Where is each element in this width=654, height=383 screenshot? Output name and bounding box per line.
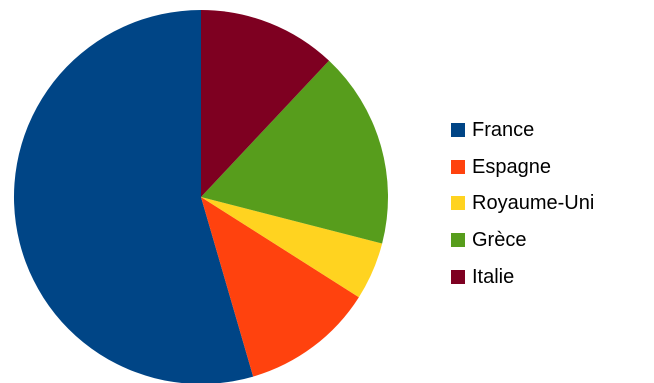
pie-plot-area (13, 10, 389, 383)
legend-swatch (451, 123, 465, 138)
legend-item-royaume-uni: Royaume-Uni (451, 185, 651, 222)
legend-item-france: France (451, 112, 651, 149)
legend-label: Royaume-Uni (472, 192, 595, 215)
legend-swatch (451, 233, 465, 248)
legend-item-italie: Italie (451, 258, 651, 295)
pie-slice-italie (201, 10, 330, 197)
legend-swatch (451, 159, 465, 174)
pie-slice-royaume-uni (201, 197, 383, 298)
legend-label: Grèce (472, 229, 527, 252)
legend-swatch (451, 269, 465, 284)
legend-item-espagne: Espagne (451, 149, 651, 186)
legend-label: Espagne (472, 155, 551, 178)
legend-label: France (472, 119, 535, 142)
legend-label: Italie (472, 265, 515, 288)
pie-slice-gr-ce (201, 60, 389, 244)
pie-slice-espagne (201, 197, 359, 377)
legend: France Espagne Royaume-Uni Grèce Italie (451, 112, 651, 295)
legend-item-gr-ce: Grèce (451, 222, 651, 259)
legend-swatch (451, 196, 465, 211)
pie-slice-france (13, 10, 254, 383)
